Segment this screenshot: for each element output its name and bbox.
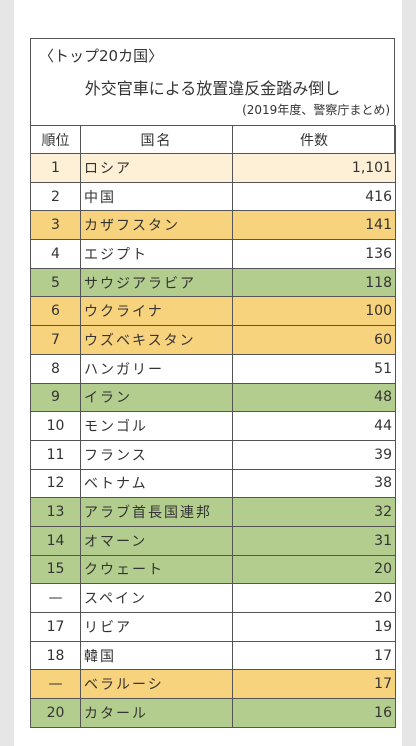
- table-row: 17 リビア 19: [30, 612, 396, 642]
- table-cell: 100: [232, 296, 396, 327]
- table-cell: —: [30, 583, 81, 613]
- table-cell: オマーン: [80, 525, 233, 556]
- table-row: 10 モンゴル 44: [30, 411, 396, 441]
- table-cell: カタール: [80, 698, 233, 728]
- table-cell: 12: [30, 468, 81, 499]
- table-cell: エジプト: [80, 239, 233, 269]
- table-cell: サウジアラビア: [80, 267, 233, 298]
- table-row: 6 ウクライナ 100: [30, 296, 396, 327]
- table-cell: 118: [232, 267, 396, 298]
- table-cell: 8: [30, 353, 81, 384]
- column-header: 順位: [30, 125, 81, 154]
- table-cell: 2: [30, 181, 81, 212]
- table-cell: 14: [30, 525, 81, 556]
- table-cell: 32: [232, 497, 396, 527]
- table-row: 18 韓国 17: [30, 640, 396, 671]
- table-row: 15 クウェート 20: [30, 554, 396, 585]
- column-header: 国名: [80, 125, 233, 154]
- table-cell: 20: [232, 554, 396, 585]
- bracket-title: 〈トップ20カ国〉: [39, 47, 164, 65]
- table-row: 5 サウジアラビア 118: [30, 267, 396, 298]
- table-cell: 136: [232, 239, 396, 269]
- table-cell: 60: [232, 325, 396, 355]
- table-row: 7 ウズベキスタン 60: [30, 325, 396, 355]
- table-cell: アラブ首長国連邦: [80, 497, 233, 527]
- table-cell: 3: [30, 210, 81, 241]
- table-row: 2 中国 416: [30, 181, 396, 212]
- table-cell: 31: [232, 525, 396, 556]
- card: 〈トップ20カ国〉 外交官車による放置違反金踏み倒し (2019年度、警察庁まと…: [14, 0, 402, 746]
- table-cell: ベラルーシ: [80, 669, 233, 700]
- table-cell: モンゴル: [80, 411, 233, 441]
- table-cell: 141: [232, 210, 396, 241]
- table-cell: 中国: [80, 181, 233, 212]
- header-row: 順位 国名 件数: [30, 125, 396, 154]
- table-cell: ハンガリー: [80, 353, 233, 384]
- table-row: 20 カタール 16: [30, 698, 396, 728]
- table-cell: 4: [30, 239, 81, 269]
- table-cell: ベトナム: [80, 468, 233, 499]
- table-cell: 416: [232, 181, 396, 212]
- table-cell: 17: [232, 640, 396, 671]
- table-row: 13 アラブ首長国連邦 32: [30, 497, 396, 527]
- table-cell: スペイン: [80, 583, 233, 613]
- table-cell: 韓国: [80, 640, 233, 671]
- ranking-table: 順位 国名 件数 1 ロシア 1,101 2 中国 416 3 カザフスタン 141 4 エジプト 136 5…: [30, 125, 396, 728]
- table-cell: 18: [30, 640, 81, 671]
- table-cell: 19: [232, 612, 396, 642]
- table-cell: —: [30, 669, 81, 700]
- title: 外交官車による放置違反金踏み倒し: [84, 79, 341, 98]
- table-cell: クウェート: [80, 554, 233, 585]
- table-cell: 16: [232, 698, 396, 728]
- table-cell: 13: [30, 497, 81, 527]
- table-cell: 9: [30, 382, 81, 413]
- note: (2019年度、警察庁まとめ): [242, 103, 390, 117]
- table-row: 3 カザフスタン 141: [30, 210, 396, 241]
- table-cell: 38: [232, 468, 396, 499]
- table-cell: 51: [232, 353, 396, 384]
- table-row: 4 エジプト 136: [30, 239, 396, 269]
- table-cell: 7: [30, 325, 81, 355]
- table-cell: フランス: [80, 439, 233, 470]
- table-box: 〈トップ20カ国〉 外交官車による放置違反金踏み倒し (2019年度、警察庁まと…: [30, 38, 396, 728]
- table-cell: 6: [30, 296, 81, 327]
- table-cell: 48: [232, 382, 396, 413]
- table-row: 1 ロシア 1,101: [30, 153, 396, 183]
- table-row: 14 オマーン 31: [30, 525, 396, 556]
- table-cell: ウクライナ: [80, 296, 233, 327]
- table-cell: 10: [30, 411, 81, 441]
- table-cell: 15: [30, 554, 81, 585]
- table-row: — スペイン 20: [30, 583, 396, 613]
- table-row: — ベラルーシ 17: [30, 669, 396, 700]
- table-cell: 44: [232, 411, 396, 441]
- table-row: 8 ハンガリー 51: [30, 353, 396, 384]
- table-row: 9 イラン 48: [30, 382, 396, 413]
- table-cell: 11: [30, 439, 81, 470]
- table-cell: カザフスタン: [80, 210, 233, 241]
- column-header: 件数: [232, 125, 396, 154]
- table-cell: 17: [232, 669, 396, 700]
- table-cell: イラン: [80, 382, 233, 413]
- table-cell: 1,101: [232, 153, 396, 183]
- table-cell: 39: [232, 439, 396, 470]
- table-cell: ロシア: [80, 153, 233, 183]
- table-cell: 20: [232, 583, 396, 613]
- table-cell: 5: [30, 267, 81, 298]
- table-cell: ウズベキスタン: [80, 325, 233, 355]
- table-row: 12 ベトナム 38: [30, 468, 396, 499]
- table-cell: 17: [30, 612, 81, 642]
- table-row: 11 フランス 39: [30, 439, 396, 470]
- table-cell: 20: [30, 698, 81, 728]
- table-cell: 1: [30, 153, 81, 183]
- table-cell: リビア: [80, 612, 233, 642]
